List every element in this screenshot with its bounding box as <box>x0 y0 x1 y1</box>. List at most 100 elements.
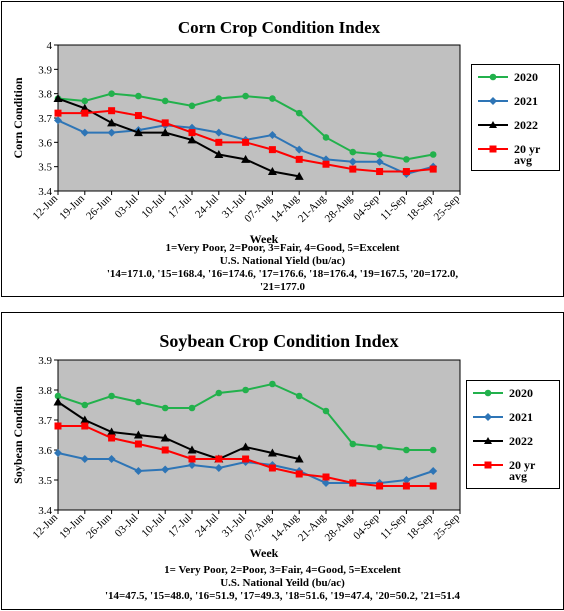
soybean-chart-svg: Soybean Crop Condition Index 3.4 3.5 3.6 3.7… <box>11 331 463 560</box>
corn-chart-panel: Corn Crop Condition Index 3.4 3.5 3.6 3.7 3.8… <box>1 1 564 297</box>
corn-point-2021 <box>188 123 196 132</box>
soybean-legend-item-avg: 20 yr avg <box>467 458 553 483</box>
corn-xtick-label: 25-Sep <box>432 192 463 223</box>
soybean-plot-area <box>57 359 461 511</box>
soybean-legend-label-avg: 20 yr avg <box>509 458 536 483</box>
corn-point-avg <box>215 138 223 146</box>
soybean-point-2022 <box>160 433 170 442</box>
corn-xtick-label: 10-Jul <box>139 193 167 221</box>
soybean-xtick-label: 04-Sep <box>351 511 382 542</box>
soybean-point-2021 <box>402 476 411 484</box>
soybean-point-avg <box>108 434 116 442</box>
corn-point-2020 <box>295 109 303 117</box>
soybean-point-avg <box>54 422 62 430</box>
corn-point-2020 <box>135 92 142 100</box>
corn-point-avg <box>134 112 142 120</box>
corn-point-2020 <box>108 90 115 97</box>
corn-ytick-label: 3.8 <box>38 89 52 101</box>
corn-point-2020 <box>269 95 276 102</box>
corn-legend-item-2022: 2022 <box>472 119 558 139</box>
corn-legend: 2020 2021 2022 20 yr avg <box>471 64 560 171</box>
corn-legend-swatch-2020 <box>478 73 508 81</box>
soybean-chart-panel: Soybean Crop Condition Index 3.4 3.5 3.6 3.7… <box>1 312 564 610</box>
soybean-point-2021 <box>188 461 196 469</box>
corn-point-avg <box>349 165 357 173</box>
corn-xtick-label: 18-Sep <box>405 192 436 223</box>
soybean-point-2021 <box>322 479 330 487</box>
soybean-xtick-label: 03-Jul <box>113 512 141 540</box>
soybean-x-axis-label: Week <box>250 546 279 560</box>
corn-legend-item-2021: 2021 <box>472 95 558 115</box>
soybean-xtick-label: 26-Jun <box>84 511 114 541</box>
soybean-xtick-label: 07-Aug <box>242 511 275 544</box>
corn-legend-swatch-2021 <box>478 97 508 105</box>
soybean-point-2020 <box>161 404 169 412</box>
soybean-point-avg <box>81 422 89 430</box>
corn-xtick-label: 21-Aug <box>296 192 329 225</box>
corn-point-2022 <box>160 128 170 137</box>
corn-point-avg <box>242 138 250 146</box>
corn-ytick-label: 3.7 <box>38 113 52 125</box>
corn-ytick-label: 3.9 <box>38 64 52 76</box>
soybean-ytick-label: 3.4 <box>38 505 52 517</box>
corn-point-2021 <box>268 131 277 140</box>
corn-chart-title: Corn Crop Condition Index <box>178 18 381 37</box>
corn-point-2022 <box>107 118 117 127</box>
soybean-xtick-label: 10-Jul <box>139 512 167 540</box>
corn-point-2022 <box>133 128 143 137</box>
soybean-point-2020 <box>135 398 142 406</box>
soybean-point-2021 <box>80 455 89 463</box>
corn-legend-item-avg: 20 yr avg <box>472 142 558 167</box>
soybean-point-2020 <box>376 443 383 451</box>
corn-plot-area <box>57 44 461 192</box>
soybean-xtick-label: 14-Aug <box>269 511 302 544</box>
soybean-xtick-label: 24-Jul <box>193 512 221 540</box>
corn-point-avg <box>322 160 330 168</box>
corn-xtick-label: 11-Sep <box>378 192 409 223</box>
soybean-xtick-label: 11-Sep <box>378 511 409 542</box>
corn-point-avg <box>161 119 169 127</box>
corn-point-avg <box>376 168 384 176</box>
soybean-note-yield-title: U.S. National Yeild (bu/ac) <box>220 577 345 589</box>
soybean-point-2020 <box>108 392 115 400</box>
corn-legend-swatch-avg <box>478 145 508 153</box>
corn-xtick-label: 07-Aug <box>242 192 275 225</box>
corn-point-2021 <box>375 157 384 166</box>
corn-legend-item-2020: 2020 <box>472 71 558 91</box>
soybean-point-2022 <box>80 415 90 424</box>
soybean-xtick-label: 19-Jun <box>57 511 87 541</box>
soybean-point-2021 <box>134 467 143 475</box>
soybean-legend-swatch-avg <box>473 461 503 469</box>
soybean-point-2022 <box>294 454 304 463</box>
corn-xtick-label: 19-Jun <box>57 192 87 222</box>
soybean-legend-label-2021: 2021 <box>509 410 533 424</box>
soybean-note-yields: '14=47.5, '15=48.0, '16=51.9, '17=49.3, … <box>104 590 461 602</box>
corn-point-2020 <box>161 97 169 105</box>
corn-point-avg <box>54 109 62 117</box>
soybean-legend-swatch-2020 <box>473 389 503 397</box>
corn-point-2021 <box>348 157 357 166</box>
corn-point-avg <box>402 168 410 176</box>
soybean-point-2022 <box>107 427 117 436</box>
corn-point-2021 <box>107 128 116 137</box>
corn-xtick-label: 04-Sep <box>351 192 382 223</box>
soybean-point-avg <box>322 473 330 481</box>
soybean-point-2021 <box>54 449 62 457</box>
corn-ytick-label: 3.6 <box>38 137 52 149</box>
soybean-y-axis-label: Soybean Condition <box>11 386 25 484</box>
soybean-xtick-label: 25-Sep <box>432 511 463 542</box>
corn-ytick-label: 4 <box>47 40 53 52</box>
soybean-point-avg <box>349 479 357 487</box>
soybean-ytick-label: 3.6 <box>38 445 52 457</box>
corn-xtick-label: 03-Jul <box>113 193 141 221</box>
soybean-point-2022 <box>53 397 63 406</box>
soybean-point-2020 <box>242 386 249 394</box>
corn-legend-label-avg: 20 yr avg <box>514 142 541 167</box>
soybean-point-avg <box>295 470 303 478</box>
corn-note-yields: '14=171.0, '15=168.4, '16=174.6, '17=176… <box>106 268 459 280</box>
corn-point-2021 <box>80 128 89 137</box>
soybean-xtick-label: 17-Jul <box>166 512 194 540</box>
corn-point-2020 <box>81 97 89 105</box>
soybean-point-avg <box>402 482 410 490</box>
soybean-point-avg <box>161 446 169 454</box>
